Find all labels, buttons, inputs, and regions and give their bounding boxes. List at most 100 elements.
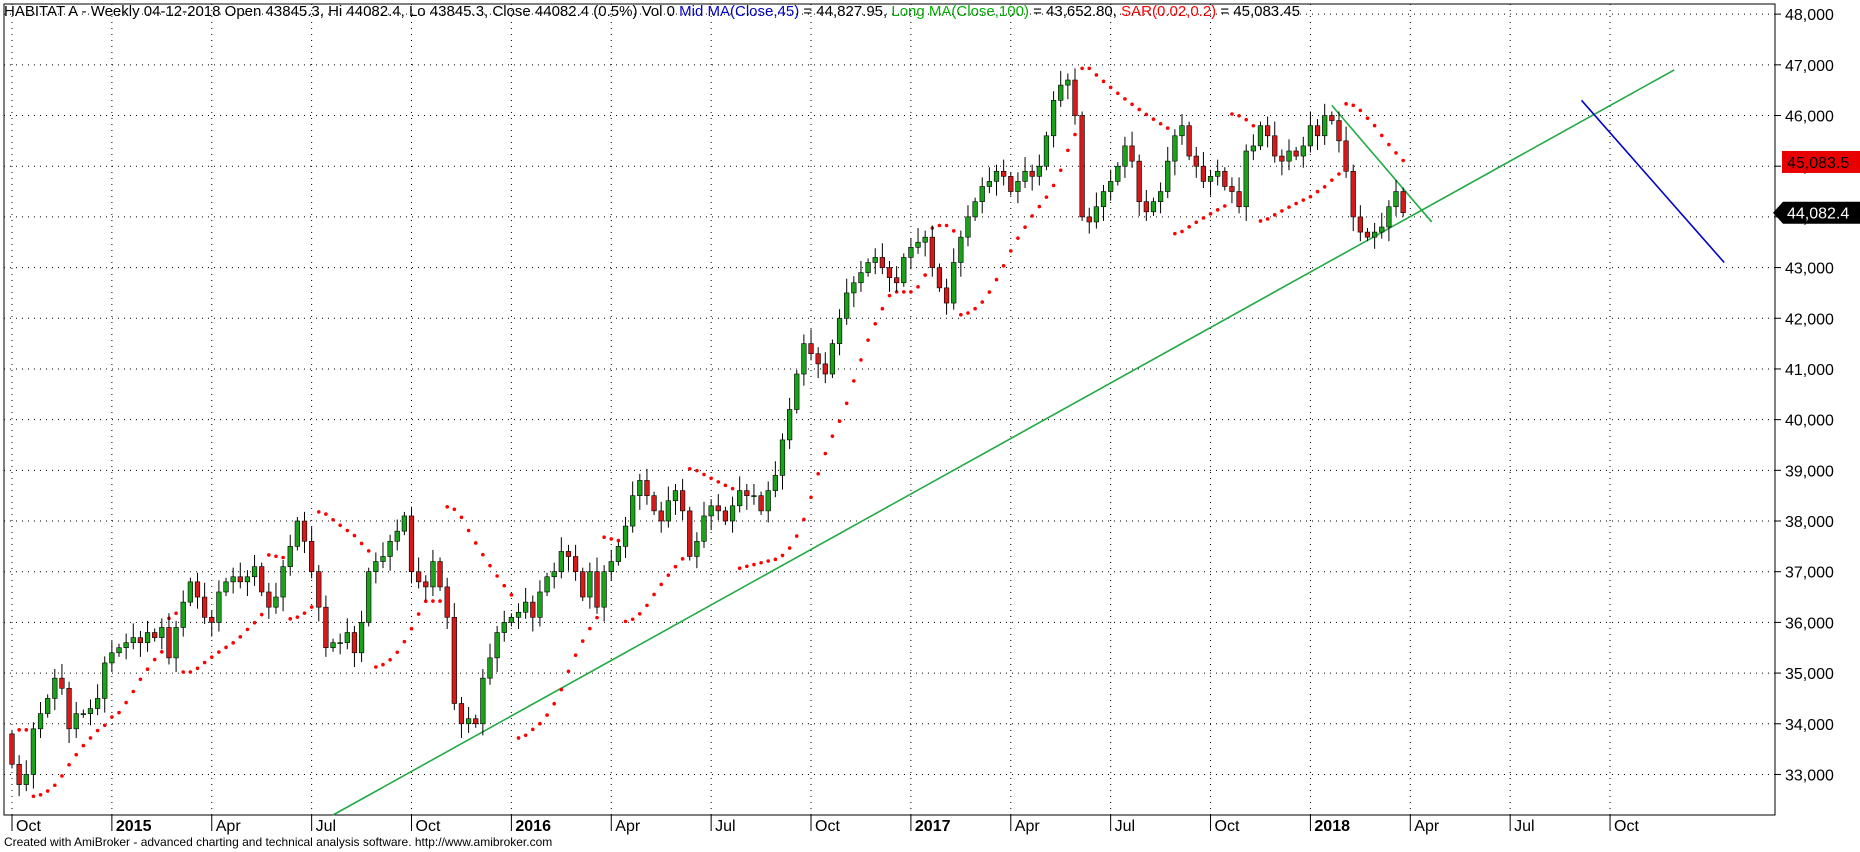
sar-dot xyxy=(374,665,378,669)
x-tick-label: Oct xyxy=(815,818,840,835)
candle-body xyxy=(251,566,258,578)
candle-body xyxy=(180,601,186,628)
sar-dot xyxy=(252,620,257,625)
y-tick-label: 41,000 xyxy=(1785,362,1834,379)
candle-body xyxy=(294,520,300,547)
sar-dot xyxy=(1123,97,1127,101)
candle-body xyxy=(929,236,935,268)
candle-body xyxy=(722,510,729,522)
candle-body xyxy=(758,495,764,512)
sar-dot xyxy=(852,379,856,383)
sar-dot xyxy=(666,573,671,577)
candle-body xyxy=(287,546,293,567)
sar-dot xyxy=(901,290,906,294)
candle-body xyxy=(993,170,1000,182)
sar-dot xyxy=(1187,225,1191,229)
candle-body xyxy=(1001,170,1007,177)
candle-body xyxy=(744,490,750,496)
candle-body xyxy=(822,363,828,375)
candle-body xyxy=(1072,79,1078,116)
sar-dot xyxy=(38,792,43,797)
candle-body xyxy=(558,551,564,572)
candle-body xyxy=(1029,170,1035,177)
candle-body xyxy=(1393,191,1399,208)
candle-body xyxy=(316,571,322,608)
candle-body xyxy=(1222,170,1228,187)
sar-dot xyxy=(623,619,628,624)
sar-dot xyxy=(1158,121,1163,126)
sar-dot xyxy=(530,727,535,732)
sar-dot xyxy=(1108,85,1113,90)
sar-dot xyxy=(352,533,357,538)
sar-dot xyxy=(959,312,963,317)
candle-body xyxy=(1257,125,1264,147)
candle-body xyxy=(1122,145,1128,167)
candle-body xyxy=(708,505,714,517)
sar-dot xyxy=(894,290,899,294)
sar-dot xyxy=(1180,229,1184,234)
candle-body xyxy=(59,677,65,689)
sar-dot xyxy=(1066,148,1070,153)
candle-body xyxy=(1115,165,1121,182)
candle-body xyxy=(836,317,843,344)
sar-dot xyxy=(481,552,485,557)
sar-dot xyxy=(1337,172,1341,176)
candle-body xyxy=(216,591,222,623)
sar-dot xyxy=(1287,205,1291,209)
sar-dot xyxy=(509,593,514,597)
candle-body xyxy=(615,546,622,562)
candle-body xyxy=(594,571,600,608)
candle-body xyxy=(979,186,985,202)
sar-badge xyxy=(1782,150,1860,173)
sar-dot xyxy=(1265,217,1270,221)
candle-body xyxy=(323,606,329,649)
sar-dot xyxy=(502,583,507,588)
sar-dot xyxy=(973,306,977,311)
candle-body xyxy=(751,495,757,497)
sar-dot xyxy=(309,605,314,609)
sar-dot xyxy=(602,535,606,540)
candle-body xyxy=(344,632,350,643)
candle-body xyxy=(1386,206,1392,228)
candle-body xyxy=(972,201,978,218)
trendline xyxy=(1331,104,1433,223)
sar-dot xyxy=(345,528,350,533)
sar-dot xyxy=(673,564,678,569)
sar-dot xyxy=(880,306,885,311)
candle-body xyxy=(844,292,850,319)
x-tick-label: Apr xyxy=(1015,818,1041,835)
candle-body xyxy=(637,480,643,496)
footer-credit: Created with AmiBroker - advanced charti… xyxy=(4,835,553,849)
y-tick-label: 48,000 xyxy=(1785,7,1834,24)
sar-dot xyxy=(1294,201,1298,206)
trendline xyxy=(332,69,1675,816)
candle-body xyxy=(494,632,500,659)
candle-body xyxy=(851,282,857,294)
sar-dot xyxy=(580,639,585,643)
candle-body xyxy=(301,520,308,542)
candle-body xyxy=(1129,145,1135,162)
candle-body xyxy=(943,287,950,304)
sar-dot xyxy=(195,666,200,671)
sar-dot xyxy=(366,549,371,553)
sar-dot xyxy=(1308,194,1313,199)
candle-body xyxy=(908,247,914,258)
sar-dot xyxy=(1044,195,1049,199)
candle-body xyxy=(230,576,236,583)
sar-dot xyxy=(1165,126,1170,130)
candle-body xyxy=(958,236,964,263)
candle-body xyxy=(451,617,457,704)
sar-dot xyxy=(152,657,157,662)
sar-dot xyxy=(1058,168,1063,173)
price-badge-label: 44,082.4 xyxy=(1787,206,1849,223)
x-tick-label: Oct xyxy=(16,818,41,835)
sar-dot xyxy=(452,507,457,512)
candle-body xyxy=(644,480,650,496)
sar-dot xyxy=(980,300,985,304)
sar-dot xyxy=(431,599,435,603)
candle-body xyxy=(772,475,778,491)
candle-body xyxy=(815,353,821,365)
candle-body xyxy=(737,490,743,507)
candle-body xyxy=(965,216,971,238)
